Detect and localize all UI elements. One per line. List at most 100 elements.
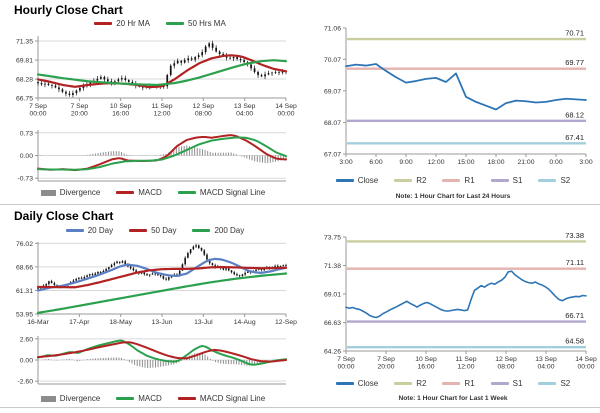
legend-label: MACD: [138, 394, 162, 403]
svg-text:00:00: 00:00: [29, 111, 46, 118]
legend-bar-swatch: [40, 395, 56, 402]
svg-text:0.73: 0.73: [20, 130, 33, 137]
pivot-24h-legend: Close R2 R1 S1 S2: [312, 176, 594, 185]
svg-text:53.95: 53.95: [16, 312, 33, 319]
legend-item: 20 Day: [65, 226, 113, 235]
svg-text:11 Sep: 11 Sep: [455, 356, 476, 363]
legend-item: MACD Signal Line: [177, 188, 266, 197]
legend-item: MACD: [116, 188, 162, 197]
hourly-macd-chart: 0.73 0.00 -0.73: [18, 130, 287, 183]
svg-text:64.58: 64.58: [565, 337, 584, 346]
svg-text:0.00: 0.00: [20, 358, 33, 365]
legend-item: R2: [394, 379, 426, 388]
svg-text:70.07: 70.07: [324, 57, 341, 64]
svg-text:76.02: 76.02: [16, 241, 33, 248]
legend-item: S2: [538, 379, 570, 388]
legend-item: S1: [490, 176, 523, 185]
svg-text:08:00: 08:00: [195, 111, 212, 118]
svg-text:71.38: 71.38: [324, 263, 341, 270]
daily-macd-legend: Divergence MACD MACD Signal Line: [10, 394, 296, 403]
svg-text:18:00: 18:00: [487, 159, 504, 166]
legend-line-swatch: [94, 22, 113, 25]
svg-text:10 Sep: 10 Sep: [110, 103, 132, 110]
legend-item: Close: [335, 379, 378, 388]
legend-label: R2: [416, 176, 427, 185]
legend-line-swatch: [394, 179, 413, 182]
legend-bar-swatch: [40, 189, 56, 196]
svg-text:00:00: 00:00: [337, 364, 354, 371]
svg-text:61.31: 61.31: [16, 288, 33, 295]
svg-text:68.07: 68.07: [324, 120, 341, 127]
svg-text:69.01: 69.01: [324, 291, 341, 298]
svg-text:67.07: 67.07: [324, 152, 341, 159]
svg-text:12-Sep: 12-Sep: [275, 319, 297, 326]
legend-label: 200 Day: [214, 226, 245, 235]
legend-label: S2: [560, 176, 571, 185]
svg-text:68.66: 68.66: [16, 264, 33, 271]
svg-text:18-May: 18-May: [109, 319, 132, 326]
svg-text:00:00: 00:00: [277, 111, 294, 118]
svg-text:12 Sep: 12 Sep: [193, 103, 215, 110]
svg-text:16:00: 16:00: [417, 364, 434, 371]
legend-line-swatch: [538, 179, 557, 182]
svg-text:7 Sep: 7 Sep: [70, 103, 88, 110]
legend-label: R1: [464, 176, 475, 185]
svg-text:71.35: 71.35: [16, 38, 33, 45]
legend-label: MACD: [138, 188, 162, 197]
hourly-macd-legend: Divergence MACD MACD Signal Line: [10, 188, 296, 197]
svg-text:73.75: 73.75: [324, 235, 341, 242]
legend-label: R1: [464, 379, 475, 388]
svg-text:04:00: 04:00: [537, 364, 554, 371]
legend-label: S1: [512, 176, 523, 185]
hourly-close-panel: Hourly Close Chart 20 Hr MA 50 Hrs MA 71.…: [0, 0, 302, 204]
legend-line-swatch: [442, 179, 461, 182]
svg-text:13 Sep: 13 Sep: [234, 103, 256, 110]
legend-label: Divergence: [59, 188, 101, 197]
legend-item: 200 Day: [192, 226, 244, 235]
svg-text:-0.73: -0.73: [18, 176, 34, 183]
legend-label: MACD Signal Line: [199, 188, 266, 197]
legend-line-swatch: [335, 179, 354, 182]
svg-text:13-Jul: 13-Jul: [194, 319, 213, 326]
legend-label: 20 Hr MA: [116, 19, 150, 28]
svg-text:7 Sep: 7 Sep: [377, 356, 395, 363]
svg-text:3:00: 3:00: [339, 159, 352, 166]
svg-text:20:00: 20:00: [71, 111, 88, 118]
svg-text:21:00: 21:00: [517, 159, 534, 166]
svg-text:04:00: 04:00: [236, 111, 253, 118]
hourly-chart-title: Hourly Close Chart: [14, 3, 123, 17]
svg-text:7 Sep: 7 Sep: [337, 356, 355, 363]
svg-text:14 Sep: 14 Sep: [575, 356, 597, 363]
svg-text:-2.60: -2.60: [18, 379, 34, 386]
svg-text:67.41: 67.41: [565, 133, 584, 142]
svg-text:6:00: 6:00: [369, 159, 382, 166]
daily-close-panel: Daily Close Chart 20 Day 50 Day 200 Day 76…: [0, 205, 302, 412]
legend-item: S1: [490, 379, 522, 388]
svg-text:14 Sep: 14 Sep: [275, 103, 297, 110]
svg-text:12:00: 12:00: [457, 364, 474, 371]
svg-text:13 Sep: 13 Sep: [535, 356, 557, 363]
legend-item: 20 Hr MA: [94, 19, 150, 28]
legend-line-swatch: [192, 229, 211, 232]
svg-text:08:00: 08:00: [497, 364, 514, 371]
svg-text:10 Sep: 10 Sep: [415, 356, 437, 363]
svg-text:69.07: 69.07: [324, 88, 341, 95]
svg-text:71.11: 71.11: [566, 258, 584, 267]
pivot-week-panel: 73.75 71.38 69.01 66.63 64.26 7 Sep 00:00 7 Sep…: [302, 205, 600, 412]
svg-text:0:00: 0:00: [549, 159, 562, 166]
legend-line-swatch: [490, 179, 509, 182]
legend-item: MACD: [116, 394, 162, 403]
svg-text:68.28: 68.28: [16, 77, 33, 84]
legend-item: Divergence: [40, 394, 100, 403]
legend-line-swatch: [116, 191, 135, 194]
svg-text:13-Jun: 13-Jun: [152, 319, 173, 326]
pivot-24h-note: Note: 1 Hour Chart for Last 24 Hours: [395, 193, 511, 200]
svg-text:00:00: 00:00: [577, 364, 594, 371]
legend-line-swatch: [65, 229, 84, 232]
daily-chart-title: Daily Close Chart: [14, 209, 114, 223]
legend-line-swatch: [490, 382, 509, 385]
legend-item: 50 Day: [129, 226, 176, 235]
